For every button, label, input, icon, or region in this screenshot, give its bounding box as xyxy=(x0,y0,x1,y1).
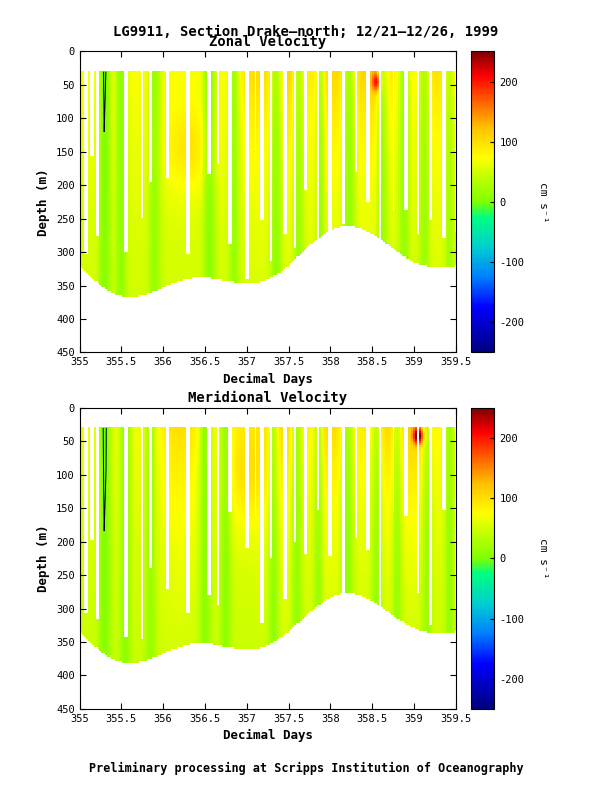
Title: Meridional Velocity: Meridional Velocity xyxy=(188,391,348,406)
Title: Zonal Velocity: Zonal Velocity xyxy=(209,35,326,49)
Y-axis label: cm s⁻¹: cm s⁻¹ xyxy=(538,538,548,579)
Text: LG9911, Section Drake–north; 12/21–12/26, 1999: LG9911, Section Drake–north; 12/21–12/26… xyxy=(113,25,499,40)
X-axis label: Decimal Days: Decimal Days xyxy=(223,729,313,742)
X-axis label: Decimal Days: Decimal Days xyxy=(223,373,313,386)
Y-axis label: Depth (m): Depth (m) xyxy=(37,168,50,236)
Text: Preliminary processing at Scripps Institution of Oceanography: Preliminary processing at Scripps Instit… xyxy=(89,761,523,775)
Y-axis label: Depth (m): Depth (m) xyxy=(37,524,50,592)
Y-axis label: cm s⁻¹: cm s⁻¹ xyxy=(538,181,548,223)
